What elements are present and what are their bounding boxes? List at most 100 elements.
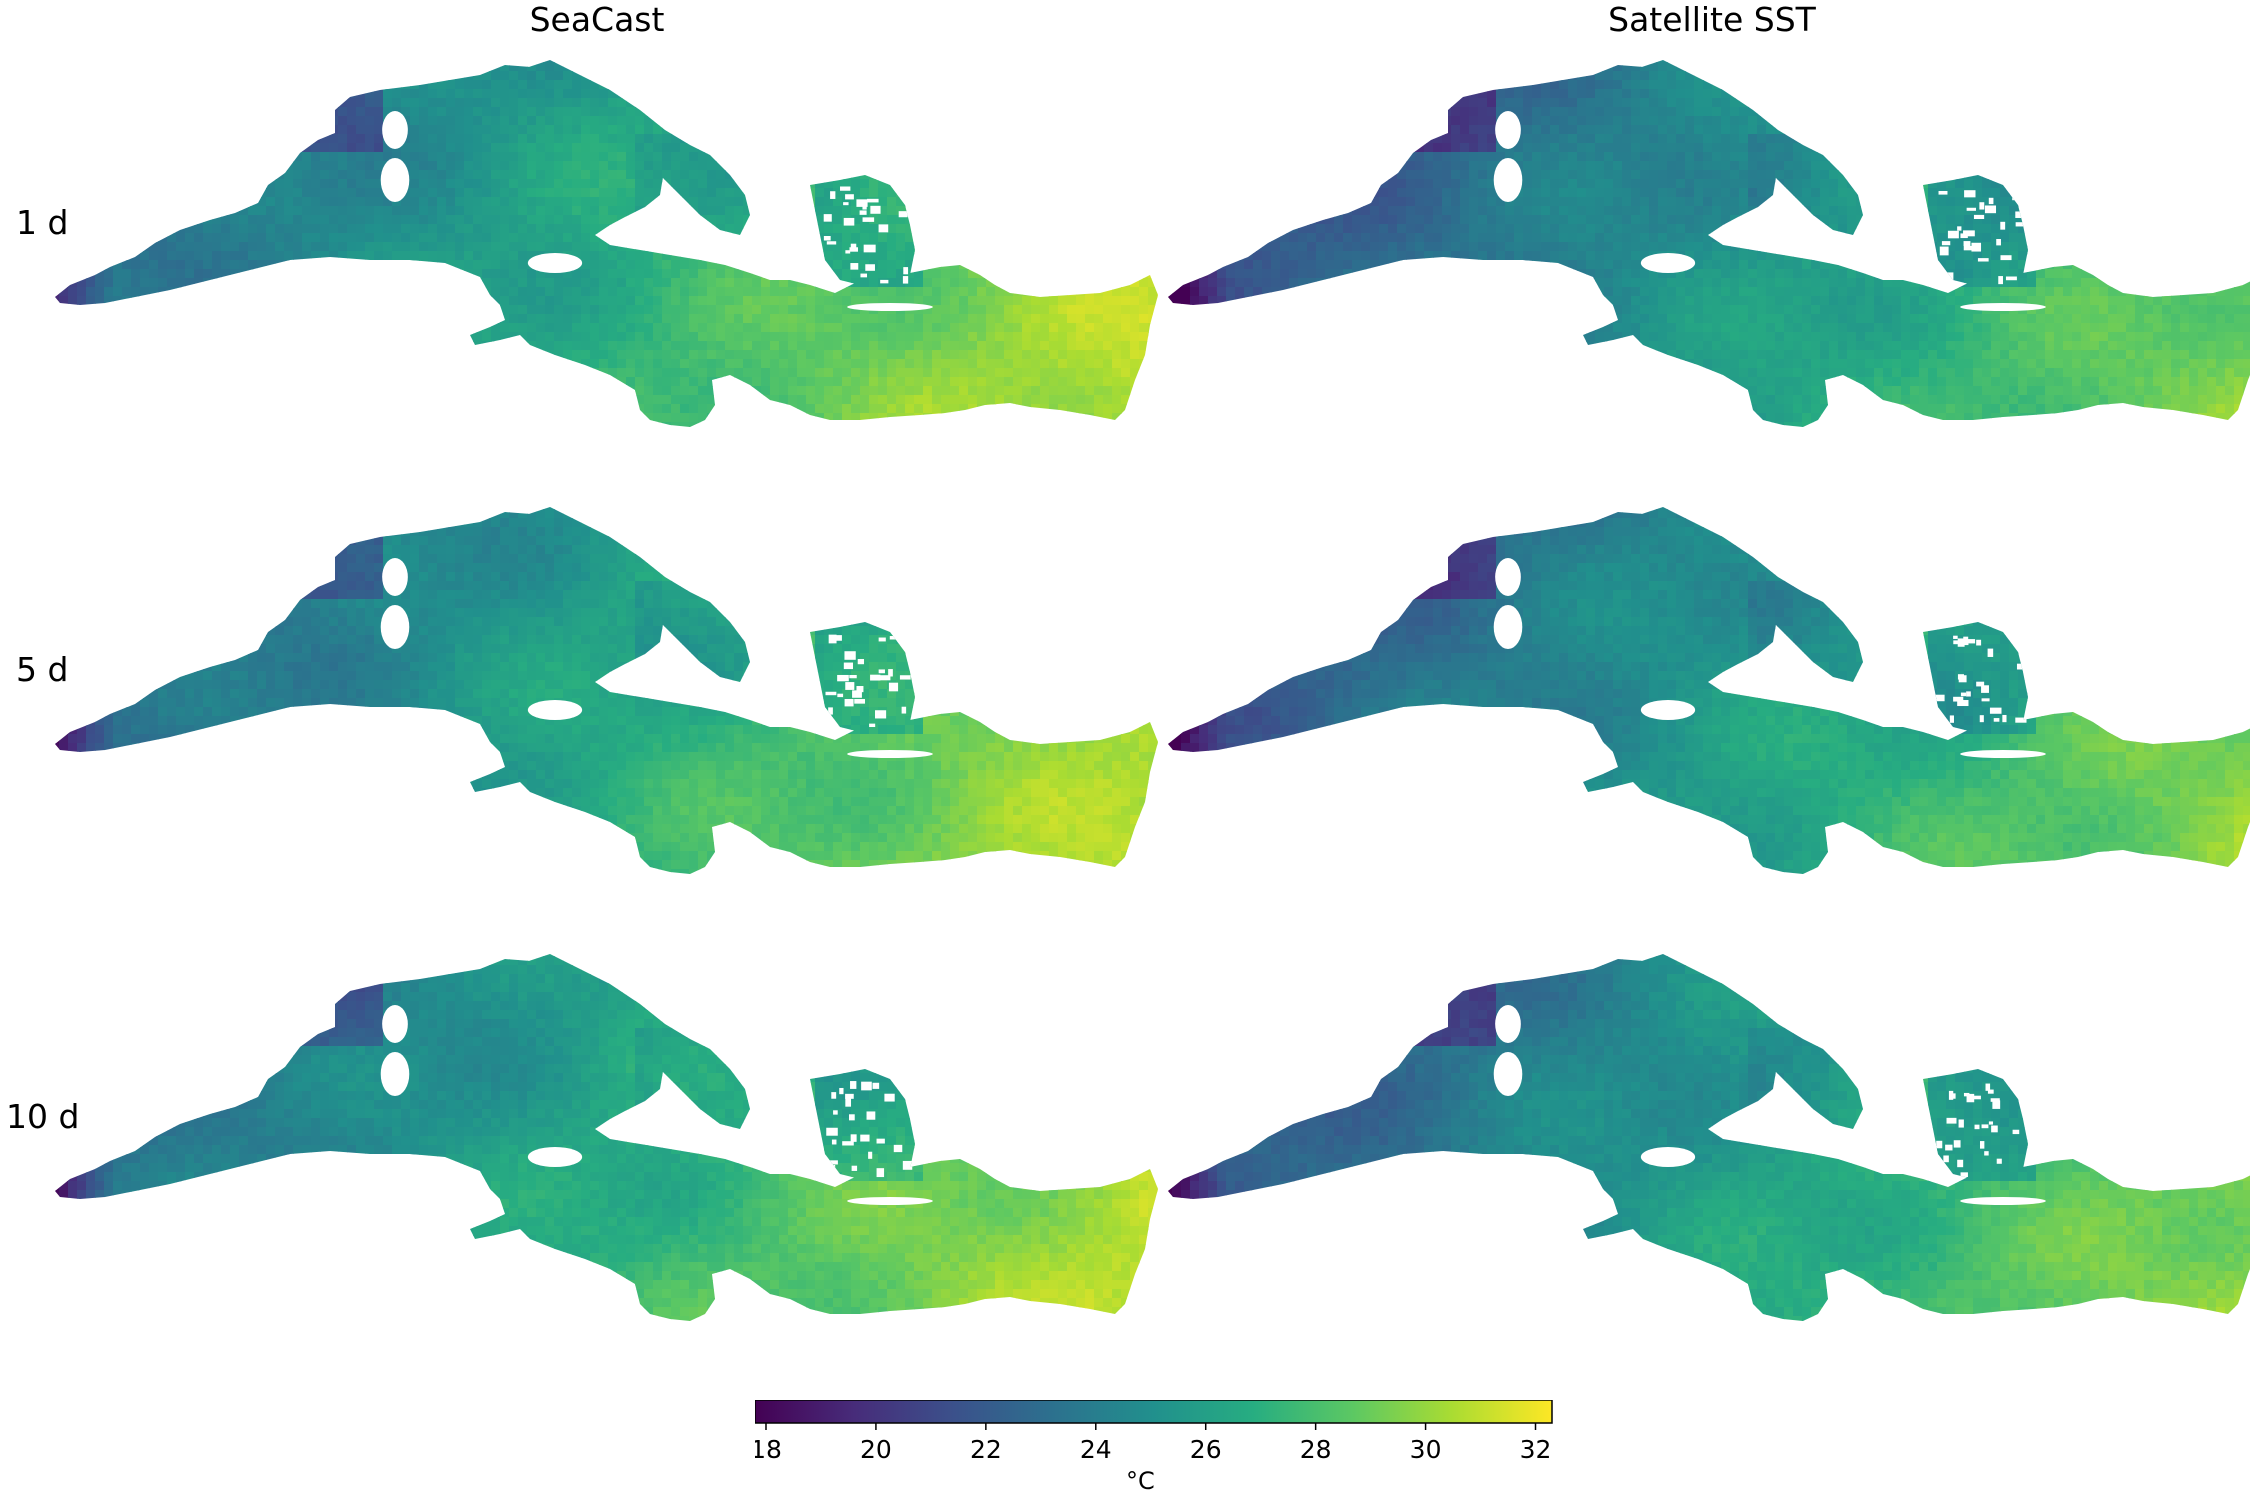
island — [1981, 698, 1990, 702]
island — [823, 214, 832, 222]
island — [828, 634, 837, 644]
island — [1938, 190, 1948, 195]
island — [903, 267, 909, 275]
island — [380, 605, 410, 649]
island — [826, 1127, 838, 1136]
island — [1943, 1155, 1949, 1163]
island — [889, 636, 898, 640]
island — [837, 674, 849, 682]
map-satellite-5d — [1168, 507, 2250, 874]
island — [854, 699, 866, 704]
island — [527, 1147, 583, 1167]
island — [1045, 282, 1091, 292]
island — [1298, 1086, 1324, 1092]
island — [1957, 674, 1964, 680]
island — [843, 662, 853, 670]
island — [1951, 1093, 1956, 1099]
island — [1960, 692, 1967, 697]
island — [1960, 1197, 2046, 1205]
island — [2012, 1080, 2020, 1086]
island — [1957, 700, 1969, 707]
island — [1963, 245, 1974, 251]
colorbar-tick-label: 22 — [970, 1435, 1002, 1464]
island — [1945, 1144, 1953, 1151]
island — [1966, 691, 1971, 697]
colorbar: 18 20 22 24 26 28 30 32 — [755, 1400, 1553, 1464]
island — [1640, 700, 1696, 720]
island — [836, 635, 842, 641]
island — [1971, 242, 1982, 252]
island — [1996, 239, 2001, 246]
colorbar-tick-label: 28 — [1300, 1435, 1332, 1464]
island — [1957, 226, 1962, 231]
map-seacast-5d — [55, 507, 1158, 874]
island — [878, 675, 891, 681]
island — [1984, 1151, 1989, 1156]
island — [878, 669, 885, 674]
island — [893, 1144, 903, 1153]
island — [1960, 1172, 1968, 1178]
island — [1963, 230, 1975, 237]
island — [850, 1134, 857, 1142]
island — [1936, 1140, 1943, 1149]
row-label-5d: 5 d — [16, 650, 68, 689]
island — [888, 669, 893, 677]
island — [842, 1141, 854, 1146]
island — [1979, 715, 1984, 723]
island — [1493, 1052, 1523, 1096]
island — [856, 199, 868, 207]
island — [843, 217, 855, 226]
island — [823, 236, 831, 241]
island — [844, 651, 856, 660]
island — [1045, 729, 1091, 739]
island — [1493, 158, 1523, 202]
island — [1949, 715, 1954, 723]
island — [380, 158, 410, 202]
island — [1947, 230, 1959, 239]
island — [833, 1110, 838, 1115]
island — [831, 1092, 837, 1099]
colorbar-gradient — [755, 1400, 1553, 1424]
island — [865, 264, 875, 271]
island — [856, 686, 864, 693]
island — [847, 750, 933, 758]
sst-field — [1168, 60, 2250, 427]
island — [1972, 1095, 1981, 1100]
island — [869, 723, 876, 728]
island — [845, 250, 851, 254]
colorbar-tick-label: 26 — [1190, 1435, 1222, 1464]
island — [839, 1087, 844, 1095]
island — [1960, 750, 2046, 758]
map-seacast-10d — [55, 954, 1158, 1321]
island — [862, 217, 875, 222]
column-title-satellite-sst: Satellite SST — [1412, 0, 2012, 39]
island — [2005, 276, 2017, 281]
island — [227, 184, 243, 190]
island — [2000, 255, 2012, 261]
island — [901, 706, 907, 714]
island — [380, 1052, 410, 1096]
island — [837, 693, 844, 698]
island — [859, 210, 867, 215]
sst-field — [1168, 954, 2250, 1321]
island — [1495, 111, 1521, 149]
island — [878, 224, 889, 233]
island — [831, 1139, 837, 1145]
island — [1640, 253, 1696, 273]
island — [185, 192, 211, 198]
island — [382, 558, 408, 596]
island — [875, 710, 887, 719]
island — [2012, 1129, 2020, 1135]
island — [2015, 211, 2024, 218]
island — [863, 244, 876, 253]
island — [2016, 663, 2025, 670]
island — [382, 1005, 408, 1043]
island — [1976, 639, 1982, 646]
island — [878, 637, 886, 642]
island — [185, 1086, 211, 1092]
island — [1992, 1100, 2001, 1109]
island — [845, 682, 855, 690]
colorbar-tick-label: 18 — [755, 1435, 782, 1464]
island — [847, 303, 933, 311]
colorbar-tick-label: 20 — [860, 1435, 892, 1464]
